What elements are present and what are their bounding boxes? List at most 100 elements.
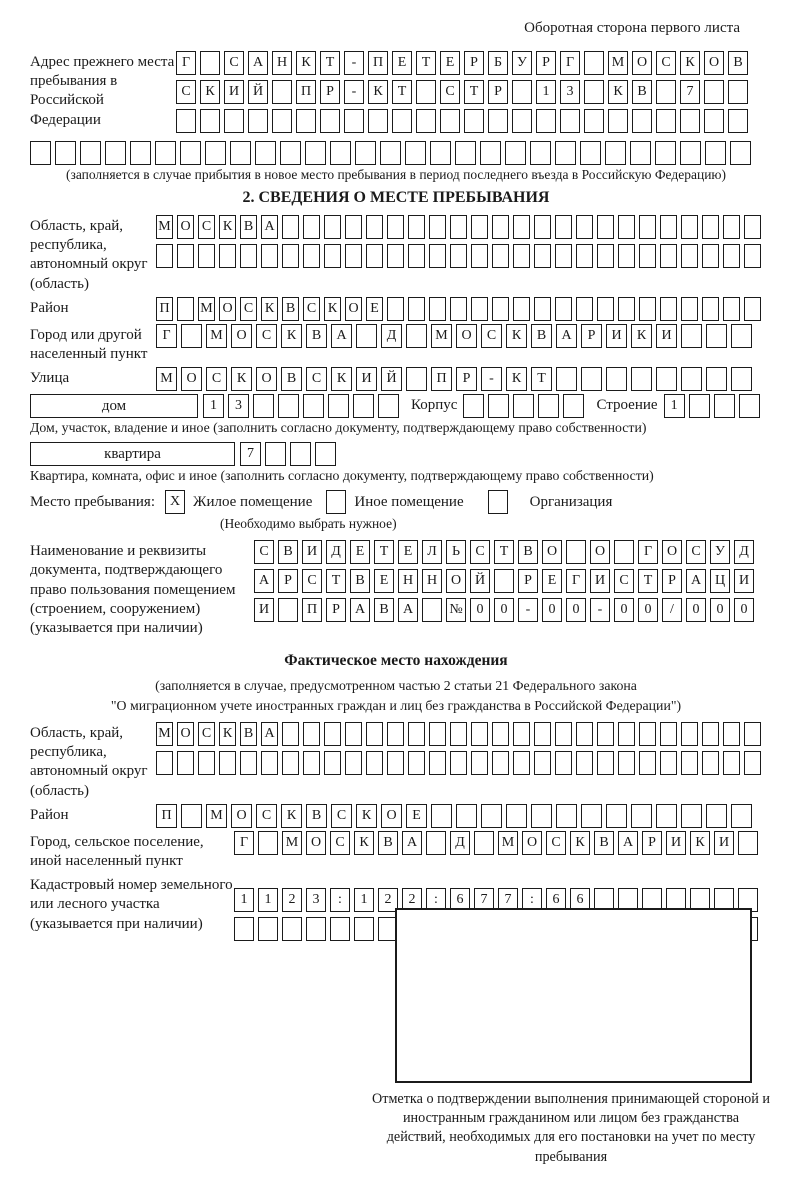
char-cell[interactable]: М — [431, 323, 452, 348]
char-cell[interactable] — [296, 109, 316, 133]
char-cell[interactable] — [278, 598, 298, 623]
char-cell[interactable] — [406, 367, 427, 392]
char-cell[interactable]: К — [356, 803, 377, 828]
char-cell[interactable]: П — [156, 296, 173, 321]
char-cell[interactable] — [534, 296, 551, 321]
char-cell[interactable] — [681, 323, 702, 348]
char-cell[interactable] — [272, 80, 292, 104]
char-cell[interactable] — [463, 394, 485, 419]
char-cell[interactable]: В — [306, 323, 327, 348]
char-cell[interactable] — [431, 803, 452, 828]
char-cell[interactable] — [345, 244, 362, 268]
char-cell[interactable]: В — [278, 540, 298, 565]
char-cell[interactable]: И — [302, 540, 322, 565]
char-cell[interactable] — [555, 215, 572, 239]
char-cell[interactable]: : — [330, 888, 350, 913]
char-cell[interactable]: К — [219, 215, 236, 239]
char-cell[interactable] — [240, 244, 257, 268]
char-cell[interactable] — [198, 751, 215, 776]
char-cell[interactable] — [387, 215, 404, 239]
char-cell[interactable]: К — [231, 367, 252, 392]
char-cell[interactable]: Й — [381, 367, 402, 392]
char-cell[interactable] — [328, 394, 349, 419]
char-cell[interactable] — [306, 917, 326, 942]
char-cell[interactable]: Р — [581, 323, 602, 348]
char-cell[interactable] — [494, 569, 514, 594]
char-cell[interactable]: Г — [560, 51, 580, 75]
char-cell[interactable]: - — [481, 367, 502, 392]
char-cell[interactable]: А — [618, 830, 638, 855]
char-cell[interactable] — [660, 215, 677, 239]
char-cell[interactable]: А — [350, 598, 370, 623]
char-cell[interactable] — [681, 722, 698, 747]
char-cell[interactable]: О — [219, 296, 236, 321]
char-cell[interactable] — [680, 109, 700, 133]
char-cell[interactable] — [513, 722, 530, 747]
char-cell[interactable] — [632, 109, 652, 133]
char-cell[interactable] — [387, 751, 404, 776]
char-cell[interactable] — [200, 51, 220, 75]
char-cell[interactable] — [618, 215, 635, 239]
char-cell[interactable] — [744, 244, 761, 268]
char-cell[interactable]: К — [354, 830, 374, 855]
char-cell[interactable] — [584, 109, 604, 133]
char-cell[interactable] — [408, 722, 425, 747]
char-cell[interactable] — [345, 751, 362, 776]
char-cell[interactable] — [631, 803, 652, 828]
char-cell[interactable]: Е — [542, 569, 562, 594]
char-cell[interactable] — [105, 141, 126, 165]
char-cell[interactable] — [450, 722, 467, 747]
char-cell[interactable]: К — [680, 51, 700, 75]
char-cell[interactable] — [324, 215, 341, 239]
char-cell[interactable]: 1 — [234, 888, 254, 913]
char-cell[interactable] — [258, 917, 278, 942]
char-cell[interactable]: О — [177, 722, 194, 747]
char-cell[interactable] — [512, 109, 532, 133]
char-cell[interactable] — [198, 244, 215, 268]
char-cell[interactable] — [606, 803, 627, 828]
char-cell[interactable]: В — [518, 540, 538, 565]
char-cell[interactable]: О — [177, 215, 194, 239]
char-cell[interactable]: О — [345, 296, 362, 321]
char-cell[interactable] — [681, 803, 702, 828]
char-cell[interactable] — [353, 394, 374, 419]
char-cell[interactable] — [660, 244, 677, 268]
char-cell[interactable]: 7 — [498, 888, 518, 913]
char-cell[interactable] — [366, 722, 383, 747]
char-cell[interactable]: М — [498, 830, 518, 855]
char-cell[interactable]: П — [156, 803, 177, 828]
char-cell[interactable]: К — [368, 80, 388, 104]
char-cell[interactable]: Р — [662, 569, 682, 594]
char-cell[interactable]: Й — [470, 569, 490, 594]
char-cell[interactable] — [506, 803, 527, 828]
char-cell[interactable] — [290, 442, 311, 467]
char-cell[interactable]: О — [181, 367, 202, 392]
char-cell[interactable] — [303, 244, 320, 268]
char-cell[interactable] — [416, 109, 436, 133]
char-cell[interactable]: 0 — [470, 598, 490, 623]
char-cell[interactable]: С — [254, 540, 274, 565]
char-cell[interactable]: В — [378, 830, 398, 855]
char-cell[interactable] — [630, 141, 651, 165]
char-cell[interactable]: 1 — [203, 394, 224, 419]
char-cell[interactable]: 0 — [494, 598, 514, 623]
char-cell[interactable] — [492, 215, 509, 239]
char-cell[interactable]: - — [590, 598, 610, 623]
char-cell[interactable] — [471, 244, 488, 268]
char-cell[interactable] — [303, 722, 320, 747]
char-cell[interactable] — [580, 141, 601, 165]
char-cell[interactable] — [282, 215, 299, 239]
char-cell[interactable]: И — [734, 569, 754, 594]
char-cell[interactable] — [681, 367, 702, 392]
char-cell[interactable]: К — [631, 323, 652, 348]
char-cell[interactable] — [681, 296, 698, 321]
char-cell[interactable] — [618, 296, 635, 321]
char-cell[interactable] — [639, 751, 656, 776]
char-cell[interactable]: С — [303, 296, 320, 321]
char-cell[interactable]: О — [231, 323, 252, 348]
char-cell[interactable]: Е — [374, 569, 394, 594]
char-cell[interactable]: К — [324, 296, 341, 321]
char-cell[interactable] — [416, 80, 436, 104]
char-cell[interactable] — [555, 141, 576, 165]
char-cell[interactable] — [330, 141, 351, 165]
